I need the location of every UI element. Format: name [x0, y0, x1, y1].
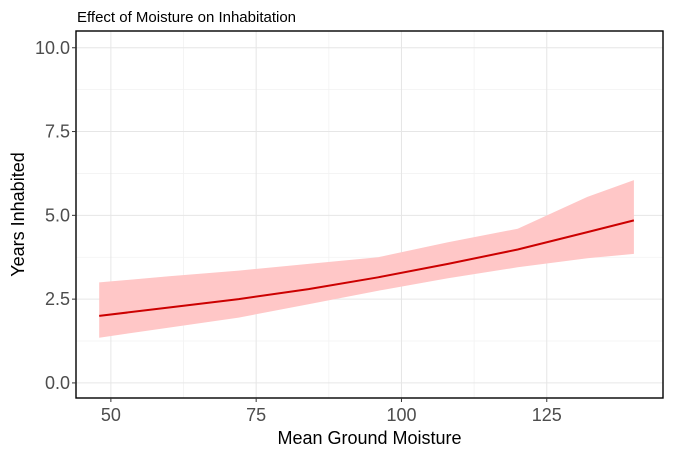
y-tick-label: 7.5 [45, 122, 70, 142]
y-tick-label: 5.0 [45, 205, 70, 225]
x-axis: 50 75 100 125 [101, 398, 562, 425]
y-axis-title: Years Inhabited [8, 152, 28, 276]
confidence-band [99, 180, 634, 338]
y-tick-label: 2.5 [45, 289, 70, 309]
y-tick-label: 0.0 [45, 373, 70, 393]
x-tick-label: 100 [386, 405, 416, 425]
x-tick-label: 75 [246, 405, 266, 425]
series-line [99, 219, 635, 317]
panel-border [75, 30, 664, 399]
y-tick-label: 10.0 [35, 38, 70, 58]
x-tick-label: 125 [532, 405, 562, 425]
y-axis: 0.0 2.5 5.0 7.5 10.0 [35, 38, 76, 393]
x-tick-label: 50 [101, 405, 121, 425]
chart-title: Effect of Moisture on Inhabitation [77, 9, 296, 26]
x-axis-title: Mean Ground Moisture [277, 428, 461, 448]
